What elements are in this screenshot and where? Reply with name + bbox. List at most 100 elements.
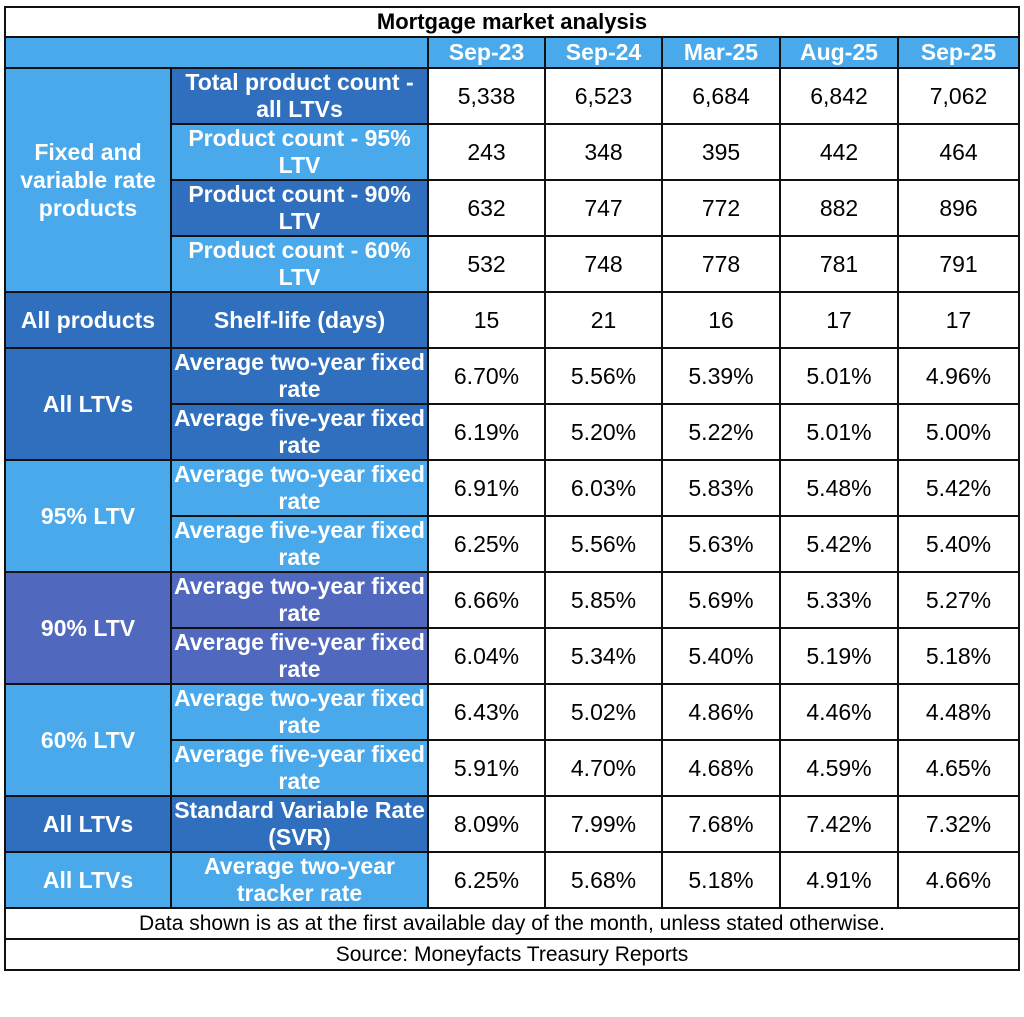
value-cell: 772 xyxy=(661,179,781,237)
column-header: Sep-23 xyxy=(427,36,546,69)
value-cell: 5.27% xyxy=(897,571,1020,629)
table-row: All products Shelf-life (days) 15 21 16 17 17 xyxy=(4,291,1020,349)
row-label: Average five-year fixed rate xyxy=(170,403,429,461)
table-row: All LTVs Average two-year fixed rate 6.70%… xyxy=(4,347,1020,461)
table-row: All LTVs Average two-year tracker rate 6.2… xyxy=(4,851,1020,909)
value-cell: 6.25% xyxy=(427,851,546,909)
group-label: 95% LTV xyxy=(4,459,172,573)
row-label: Average five-year fixed rate xyxy=(170,739,429,797)
value-cell: 791 xyxy=(897,235,1020,293)
value-cell: 5.00% xyxy=(897,403,1020,461)
value-cell: 5.56% xyxy=(544,515,663,573)
row-label: Product count - 60% LTV xyxy=(170,235,429,293)
row-label: Average five-year fixed rate xyxy=(170,627,429,685)
value-cell: 6.91% xyxy=(427,459,546,517)
value-cell: 4.86% xyxy=(661,683,781,741)
value-cell: 5.33% xyxy=(779,571,899,629)
value-cell: 395 xyxy=(661,123,781,181)
value-cell: 5.02% xyxy=(544,683,663,741)
value-cell: 6.70% xyxy=(427,347,546,405)
table-row: 60% LTV Average two-year fixed rate 6.43% 5… xyxy=(4,683,1020,797)
note-row: Data shown is as at the first available … xyxy=(4,907,1020,940)
value-cell: 5.85% xyxy=(544,571,663,629)
table-row: Average five-year fixed rate 5.91% 4.70% 4.… xyxy=(5,739,1020,797)
value-cell: 5.69% xyxy=(661,571,781,629)
value-cell: 4.96% xyxy=(897,347,1020,405)
value-cell: 4.68% xyxy=(661,739,781,797)
group-label: All products xyxy=(4,291,172,349)
row-label: Total product count - all LTVs xyxy=(170,67,429,125)
note-row: Source: Moneyfacts Treasury Reports xyxy=(4,938,1020,971)
value-cell: 5.40% xyxy=(897,515,1020,573)
group-label: All LTVs xyxy=(4,347,172,461)
value-cell: 748 xyxy=(544,235,663,293)
value-cell: 4.70% xyxy=(544,739,663,797)
value-cell: 5.56% xyxy=(544,347,663,405)
row-label: Product count - 95% LTV xyxy=(170,123,429,181)
value-cell: 747 xyxy=(544,179,663,237)
column-header: Sep-25 xyxy=(897,36,1020,69)
value-cell: 5.01% xyxy=(779,403,899,461)
table-row: Average five-year fixed rate 6.04% 5.34% 5.… xyxy=(5,627,1020,685)
value-cell: 8.09% xyxy=(427,795,546,853)
value-cell: 4.59% xyxy=(779,739,899,797)
value-cell: 5.83% xyxy=(661,459,781,517)
value-cell: 5.18% xyxy=(661,851,781,909)
value-cell: 6.25% xyxy=(427,515,546,573)
header-row: Sep-23 Sep-24 Mar-25 Aug-25 Sep-25 xyxy=(4,36,1020,69)
value-cell: 778 xyxy=(661,235,781,293)
value-cell: 5.42% xyxy=(897,459,1020,517)
value-cell: 882 xyxy=(779,179,899,237)
column-header: Sep-24 xyxy=(544,36,663,69)
group-label: All LTVs xyxy=(4,851,172,909)
value-cell: 4.46% xyxy=(779,683,899,741)
table-row: All LTVs Standard Variable Rate (SVR) 8.09… xyxy=(4,795,1020,853)
value-cell: 5.42% xyxy=(779,515,899,573)
value-cell: 442 xyxy=(779,123,899,181)
value-cell: 4.48% xyxy=(897,683,1020,741)
value-cell: 632 xyxy=(427,179,546,237)
value-cell: 243 xyxy=(427,123,546,181)
value-cell: 7.99% xyxy=(544,795,663,853)
row-label: Average two-year tracker rate xyxy=(170,851,429,909)
value-cell: 6,684 xyxy=(661,67,781,125)
value-cell: 17 xyxy=(897,291,1020,349)
value-cell: 5.19% xyxy=(779,627,899,685)
table-title: Mortgage market analysis xyxy=(4,6,1020,38)
table-row: Fixed and variable rate products Total pr… xyxy=(4,67,1020,293)
value-cell: 464 xyxy=(897,123,1020,181)
row-label: Average two-year fixed rate xyxy=(170,683,429,741)
value-cell: 896 xyxy=(897,179,1020,237)
value-cell: 5.91% xyxy=(427,739,546,797)
value-cell: 4.66% xyxy=(897,851,1020,909)
value-cell: 348 xyxy=(544,123,663,181)
value-cell: 6,523 xyxy=(544,67,663,125)
column-header: Mar-25 xyxy=(661,36,781,69)
value-cell: 5,338 xyxy=(427,67,546,125)
value-cell: 6.03% xyxy=(544,459,663,517)
value-cell: 7.32% xyxy=(897,795,1020,853)
value-cell: 5.01% xyxy=(779,347,899,405)
value-cell: 6,842 xyxy=(779,67,899,125)
footnote: Data shown is as at the first available … xyxy=(4,907,1020,940)
value-cell: 7,062 xyxy=(897,67,1020,125)
value-cell: 7.42% xyxy=(779,795,899,853)
table-row: Product count - 95% LTV 243 348 395 442 464 xyxy=(5,123,1020,181)
row-label: Product count - 90% LTV xyxy=(170,179,429,237)
value-cell: 16 xyxy=(661,291,781,349)
value-cell: 5.48% xyxy=(779,459,899,517)
value-cell: 781 xyxy=(779,235,899,293)
row-label: Shelf-life (days) xyxy=(170,291,429,349)
value-cell: 7.68% xyxy=(661,795,781,853)
value-cell: 4.65% xyxy=(897,739,1020,797)
table-row: Average five-year fixed rate 6.25% 5.56% 5.… xyxy=(5,515,1020,573)
value-cell: 6.43% xyxy=(427,683,546,741)
table-row: 95% LTV Average two-year fixed rate 6.91% 6… xyxy=(4,459,1020,573)
value-cell: 5.68% xyxy=(544,851,663,909)
table-row: Product count - 60% LTV 532 748 778 781 791 xyxy=(5,235,1020,293)
value-cell: 5.20% xyxy=(544,403,663,461)
value-cell: 15 xyxy=(427,291,546,349)
row-label: Average five-year fixed rate xyxy=(170,515,429,573)
mortgage-table: Mortgage market analysis Sep-23 Sep-24 M… xyxy=(4,6,1020,971)
value-cell: 4.91% xyxy=(779,851,899,909)
